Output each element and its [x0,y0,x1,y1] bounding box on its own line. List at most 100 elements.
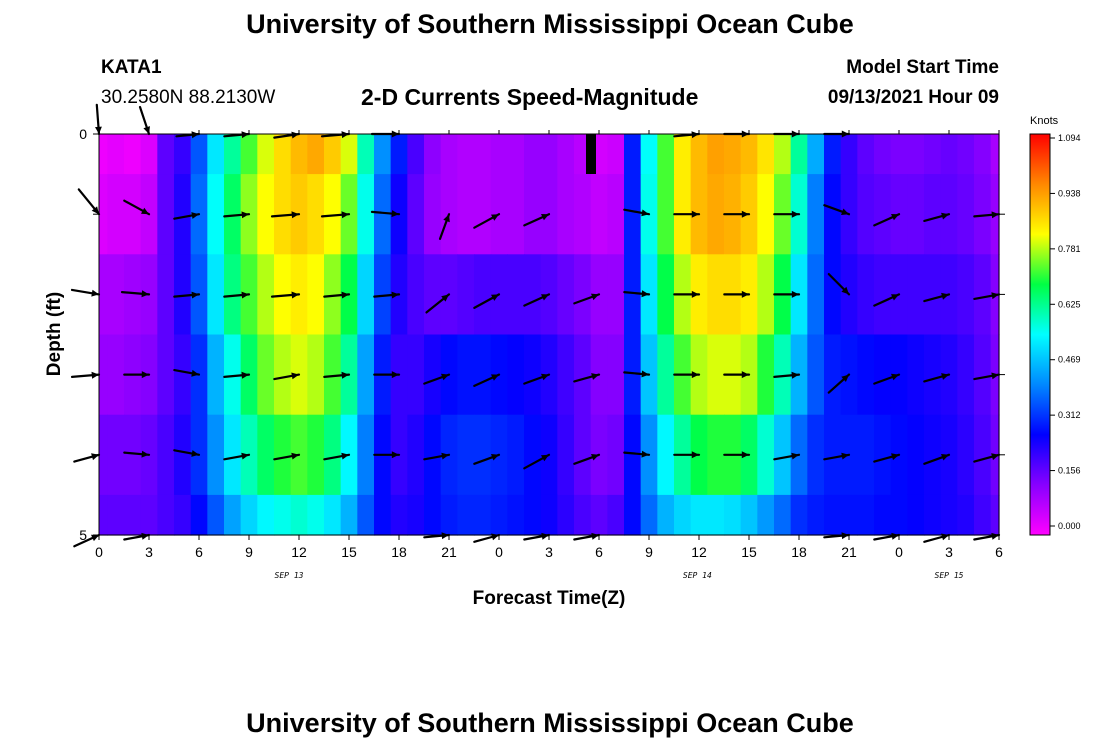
heat-cell [607,254,625,336]
heat-cell [657,494,675,536]
heat-cell [857,494,875,536]
heat-cell [790,494,808,536]
current-vector [573,373,601,383]
current-vector [827,273,851,296]
current-vector [273,131,301,139]
heat-cell [374,174,392,255]
current-vector [923,212,951,222]
x-tick-label: 12 [691,544,707,560]
heat-cell [724,134,742,175]
heat-cell [857,414,875,496]
current-vector [370,210,401,218]
heat-cell [407,414,425,496]
heat-cell [924,414,942,496]
x-tick-label: 3 [945,544,953,560]
heat-cell [824,174,842,255]
colorbar-tick-label: 0.312 [1058,410,1081,420]
x-tick-label: 12 [291,544,307,560]
heat-cell [574,174,592,255]
current-vector [323,452,351,461]
colorbar-tick-label: 0.625 [1058,299,1081,309]
current-vector [973,453,1001,463]
heat-cell [607,134,625,175]
x-tick-label: 18 [391,544,407,560]
current-vector [723,371,751,379]
heat-cell [390,134,408,175]
heat-cell [907,494,925,536]
heat-cell [807,494,825,536]
heat-cell [924,134,942,175]
heat-cell [457,494,475,536]
heat-cell [157,414,175,496]
heat-cell [924,334,942,416]
current-vector [723,451,751,459]
heat-cell [307,254,325,336]
heat-cell [707,174,725,255]
current-vector [673,451,701,459]
heat-cell [757,334,775,416]
heat-cell [274,494,292,536]
heat-cell [174,494,192,536]
heat-cell [540,134,558,175]
date-label: SEP 13 [275,571,304,580]
heat-cell [607,494,625,536]
heat-cell [99,254,108,336]
heat-cell [474,334,492,416]
heat-cell [774,334,792,416]
heat-cell [740,134,758,175]
heat-cell [557,494,575,536]
heat-cell [840,494,858,536]
heat-cell [790,134,808,175]
heat-cell [457,334,475,416]
heat-cell [99,134,108,175]
heat-cell [424,134,442,175]
heat-cell [590,494,608,536]
heat-cell [757,254,775,336]
heat-cell [707,254,725,336]
heat-cell [624,334,642,416]
heat-cell [690,134,708,175]
heat-cell [974,174,992,255]
heat-cell [124,254,142,336]
heat-cell [724,494,742,536]
x-tick-label: 6 [995,544,1003,560]
heat-cell [657,134,675,175]
heat-cell [707,494,725,536]
current-vector [773,371,801,379]
current-vector [623,208,651,217]
current-vector [173,369,201,377]
heat-cell [174,254,192,336]
heat-cell [207,134,225,175]
current-vector [523,453,551,470]
heat-cell [574,494,592,536]
x-tick-label: 21 [441,544,457,560]
heat-cell [940,134,958,175]
heat-cell [307,494,325,536]
current-vector [223,291,251,299]
heat-cell [557,134,575,175]
heat-cell [857,334,875,416]
heat-cell [957,254,975,336]
heat-cell [257,254,275,336]
current-vector [473,373,501,387]
heat-cell [924,254,942,336]
heat-cell [624,414,642,496]
station-id: KATA1 [101,57,162,78]
current-vector [873,293,901,307]
heat-cell [357,254,375,336]
heat-cell [190,134,208,175]
heat-cell [807,334,825,416]
heat-cell [824,134,842,175]
data-gap-marker [586,134,596,174]
heat-cell [140,494,158,536]
current-vector [473,453,501,465]
heat-cell [957,494,975,536]
heat-cell [440,134,458,175]
heat-cell [640,134,658,175]
heat-cell [474,134,492,175]
heat-cell [374,494,392,536]
heat-cell [390,494,408,536]
x-tick-label: 0 [95,544,103,560]
heat-cell [874,174,892,255]
